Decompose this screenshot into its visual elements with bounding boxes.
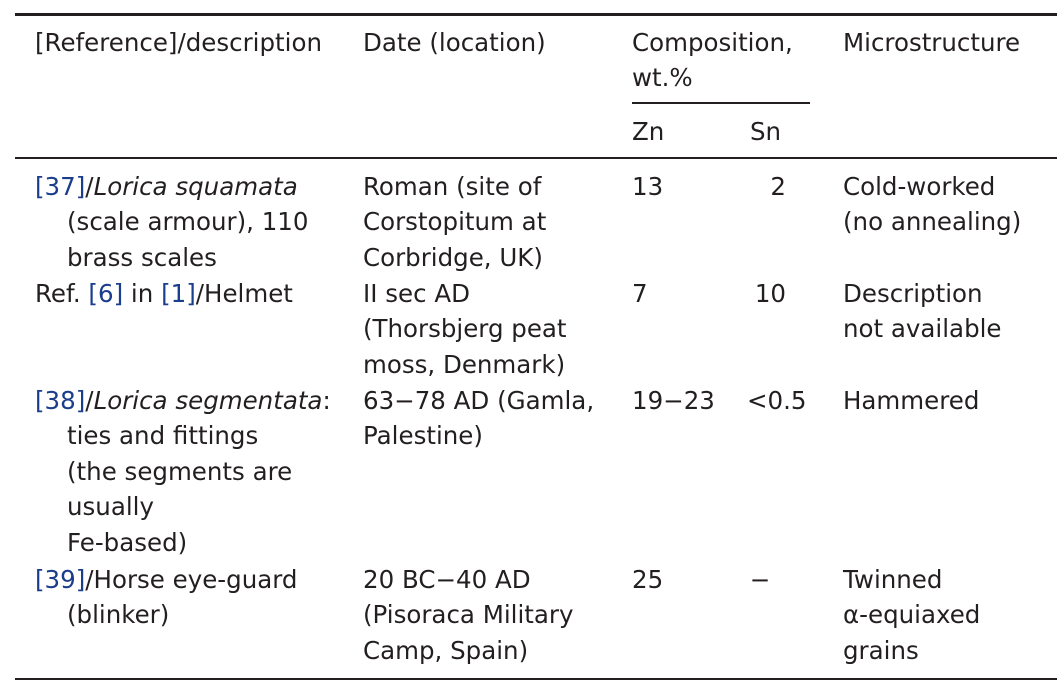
table-bottom-rule <box>15 678 1057 680</box>
microstructure-line: Hammered <box>843 386 980 415</box>
microstructure-line: not available <box>843 314 1002 343</box>
date-line: Corbridge, UK) <box>363 243 543 272</box>
table-top-rule <box>15 13 1057 16</box>
zn-value: 13 <box>632 172 664 201</box>
microstructure-line: Cold-worked <box>843 172 996 201</box>
microstructure-line: (no annealing) <box>843 207 1022 236</box>
description-line: brass scales <box>67 243 217 272</box>
date-line: Camp, Spain) <box>363 636 529 665</box>
header-zn: Zn <box>632 117 665 146</box>
zn-value: 19−23 <box>632 386 715 415</box>
header-bottom-rule <box>15 157 1057 159</box>
date-line: (Thorsbjerg peat <box>363 314 567 343</box>
description-line: usually <box>67 492 154 521</box>
header-composition-unit: wt.% <box>632 63 693 92</box>
header-microstructure: Microstructure <box>843 28 1021 57</box>
date-line: Roman (site of <box>363 172 542 201</box>
reference-link[interactable]: [39] <box>35 565 86 594</box>
microstructure-line: Twinned <box>843 565 943 594</box>
description-line: (the segments are <box>67 457 293 486</box>
description-line: Fe-based) <box>67 528 188 557</box>
composition-spanner-rule <box>632 102 810 104</box>
table-row-3-description: [38]/Lorica segmentata: <box>35 386 331 415</box>
header-sn: Sn <box>750 117 782 146</box>
header-date: Date (location) <box>363 28 546 57</box>
header-description: [Reference]/description <box>35 28 322 57</box>
zn-value: 7 <box>632 279 648 308</box>
description-line: (scale armour), 110 <box>67 207 309 236</box>
table-row-4-description: [39]/Horse eye-guard <box>35 565 298 594</box>
zn-value: 25 <box>632 565 664 594</box>
date-line: (Pisoraca Military <box>363 600 574 629</box>
date-line: II sec AD <box>363 279 470 308</box>
sn-value: 10 <box>754 279 786 308</box>
reference-link[interactable]: [1] <box>161 279 196 308</box>
reference-link[interactable]: [37] <box>35 172 86 201</box>
sn-value: 2 <box>770 172 786 201</box>
description-line: ties and fittings <box>67 421 259 450</box>
microstructure-line: grains <box>843 636 919 665</box>
date-line: 63−78 AD (Gamla, <box>363 386 595 415</box>
microstructure-line: α-equiaxed <box>843 600 981 629</box>
date-line: moss, Denmark) <box>363 350 566 379</box>
reference-link[interactable]: [38] <box>35 386 86 415</box>
sn-value: <0.5 <box>747 386 807 415</box>
description-line: (blinker) <box>67 600 170 629</box>
header-composition: Composition, <box>632 28 793 57</box>
microstructure-line: Description <box>843 279 983 308</box>
table-row-1-description: [37]/Lorica squamata <box>35 172 298 201</box>
table-row-2-description: Ref. [6] in [1]/Helmet <box>35 279 293 308</box>
reference-link[interactable]: [6] <box>88 279 124 308</box>
date-line: Palestine) <box>363 421 483 450</box>
sn-value: − <box>749 565 771 594</box>
date-line: Corstopitum at <box>363 207 547 236</box>
date-line: 20 BC−40 AD <box>363 565 531 594</box>
